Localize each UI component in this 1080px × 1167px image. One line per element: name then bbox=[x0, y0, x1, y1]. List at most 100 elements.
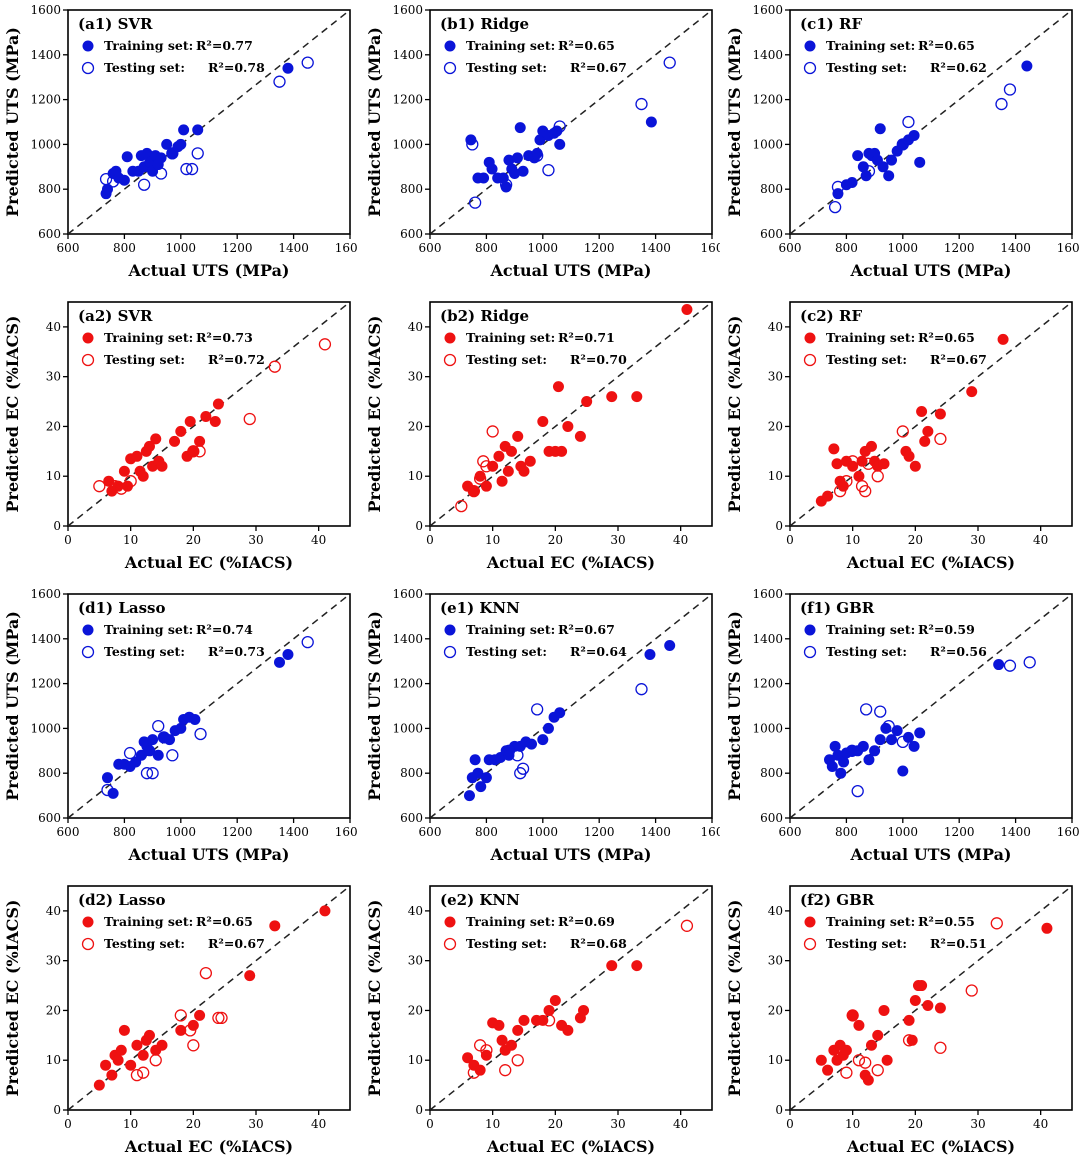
legend-label-testing: Testing set: bbox=[104, 644, 185, 659]
y-tick-label: 1600 bbox=[752, 3, 783, 17]
training-point bbox=[478, 172, 490, 184]
plot-frame bbox=[429, 301, 713, 527]
training-point bbox=[886, 154, 898, 166]
plot-frame bbox=[789, 885, 1073, 1111]
panel-title: (b2) Ridge bbox=[440, 307, 529, 325]
training-point bbox=[487, 460, 499, 472]
training-point bbox=[828, 443, 840, 455]
testing-point bbox=[852, 1054, 866, 1067]
training-point bbox=[631, 391, 643, 403]
y-tick-label: 600 bbox=[38, 227, 61, 241]
testing-point bbox=[466, 138, 479, 151]
training-point bbox=[1021, 60, 1033, 72]
training-point bbox=[578, 1004, 590, 1016]
x-tick-label: 10 bbox=[123, 1117, 138, 1131]
y-tick-label: 600 bbox=[400, 811, 423, 825]
training-point bbox=[916, 406, 928, 418]
testing-point bbox=[99, 172, 113, 186]
testing-point bbox=[123, 746, 137, 760]
x-tick-label: 1000 bbox=[166, 825, 197, 839]
training-point bbox=[137, 1049, 149, 1061]
y-tick-label: 10 bbox=[768, 1053, 783, 1067]
testing-point bbox=[137, 178, 151, 191]
scatter-panel-f2: 0 10 20 30 40 0 10 20 30 40 Actual EC (%IACS) Predi… bbox=[725, 885, 1073, 1156]
x-tick-label: 10 bbox=[845, 1117, 860, 1131]
training-point bbox=[914, 727, 926, 739]
testing-point bbox=[140, 767, 154, 780]
y-tick-label: 10 bbox=[46, 1053, 61, 1067]
training-point bbox=[187, 445, 199, 457]
legend-marker-training bbox=[82, 40, 94, 52]
training-point bbox=[838, 756, 850, 768]
x-tick-label: 600 bbox=[57, 241, 80, 255]
legend-label-testing: Testing set: bbox=[104, 936, 185, 951]
testing-point bbox=[871, 1064, 884, 1077]
scatter-panel-e1: 600 800 1000 1200 1400 160 600 800 1000 1200 1400 1… bbox=[365, 587, 720, 864]
training-point bbox=[147, 734, 159, 746]
legend-r2-testing: R²=0.67 bbox=[208, 936, 265, 951]
training-point bbox=[184, 415, 196, 427]
testing-point bbox=[93, 480, 106, 493]
panel-title: (d2) Lasso bbox=[78, 891, 166, 909]
x-tick-label: 1600 bbox=[1057, 241, 1080, 255]
y-axis-label: Predicted UTS (MPa) bbox=[365, 611, 384, 801]
x-tick-label: 40 bbox=[311, 533, 326, 547]
legend-marker-training bbox=[444, 40, 456, 52]
training-point bbox=[908, 740, 920, 752]
training-point bbox=[562, 1024, 574, 1036]
plot-frame bbox=[67, 9, 351, 235]
training-point bbox=[906, 1034, 918, 1046]
training-point bbox=[644, 648, 656, 660]
testing-point bbox=[212, 1011, 225, 1025]
testing-point bbox=[553, 120, 566, 133]
legend-marker-testing bbox=[443, 353, 457, 367]
training-point bbox=[144, 745, 156, 757]
training-point bbox=[664, 640, 676, 652]
y-tick-label: 0 bbox=[775, 519, 783, 533]
training-point bbox=[922, 425, 934, 437]
training-point bbox=[509, 168, 521, 180]
legend-marker-testing bbox=[443, 645, 457, 659]
y-tick-label: 30 bbox=[768, 370, 783, 384]
x-tick-label: 1400 bbox=[640, 241, 671, 255]
legend-marker-testing bbox=[803, 61, 817, 75]
y-tick-label: 800 bbox=[400, 766, 423, 780]
x-tick-label: 160 bbox=[701, 241, 720, 255]
testing-point bbox=[191, 147, 204, 160]
x-tick-label: 0 bbox=[426, 1117, 434, 1131]
testing-point bbox=[106, 175, 120, 188]
x-tick-label: 20 bbox=[548, 533, 563, 547]
training-point bbox=[606, 391, 618, 403]
testing-point bbox=[130, 1069, 144, 1082]
training-point bbox=[554, 707, 566, 719]
x-tick-label: 1000 bbox=[528, 825, 559, 839]
scatter-panel-d1: 600 800 1000 1200 1400 1600 600 800 1000 1200 1400… bbox=[3, 587, 358, 864]
x-tick-label: 800 bbox=[475, 241, 498, 255]
legend-label-training: Training set: bbox=[826, 914, 915, 929]
training-point bbox=[282, 648, 294, 660]
training-point bbox=[549, 994, 561, 1006]
x-tick-label: 10 bbox=[485, 533, 500, 547]
panel-title: (b1) Ridge bbox=[440, 15, 529, 33]
training-point bbox=[150, 433, 162, 445]
training-point bbox=[537, 1014, 549, 1026]
legend-r2-testing: R²=0.73 bbox=[208, 644, 265, 659]
identity-line bbox=[789, 593, 1073, 819]
legend-marker-testing bbox=[803, 645, 817, 659]
training-point bbox=[486, 163, 498, 175]
training-point bbox=[194, 435, 206, 447]
training-point bbox=[857, 740, 869, 752]
testing-point bbox=[896, 138, 909, 151]
testing-point bbox=[831, 180, 845, 194]
y-tick-label: 30 bbox=[46, 954, 61, 968]
legend-marker-testing bbox=[81, 937, 95, 951]
legend-label-testing: Testing set: bbox=[826, 352, 907, 367]
y-axis-label: Predicted EC (%IACS) bbox=[725, 899, 744, 1096]
x-tick-label: 10 bbox=[485, 1117, 500, 1131]
training-point bbox=[966, 386, 978, 398]
training-point bbox=[112, 1054, 124, 1066]
legend-label-testing: Testing set: bbox=[104, 60, 185, 75]
legend-marker-training bbox=[804, 40, 816, 52]
training-point bbox=[497, 172, 509, 184]
y-tick-label: 10 bbox=[46, 469, 61, 483]
